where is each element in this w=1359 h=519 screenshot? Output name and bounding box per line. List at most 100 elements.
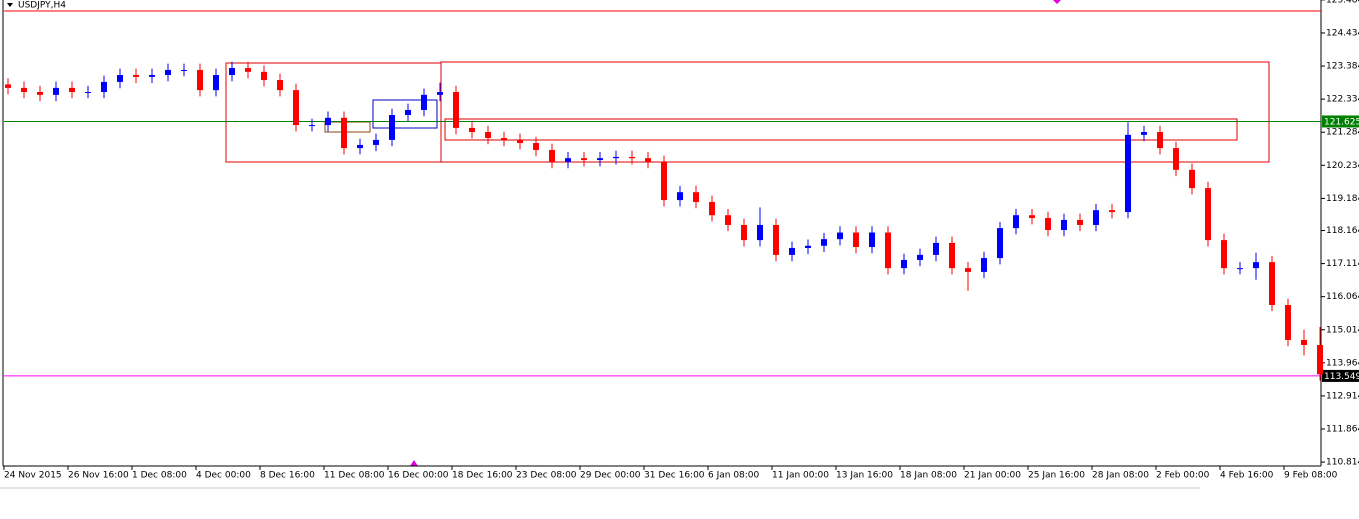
candle-body <box>1205 188 1211 241</box>
candle-body <box>757 224 763 241</box>
candle-body <box>965 268 971 272</box>
candle-body <box>293 90 299 126</box>
y-tick-label: 125.484 <box>1326 0 1359 5</box>
candle-body <box>149 74 155 77</box>
zone-box <box>324 121 371 133</box>
candle-body <box>837 232 843 240</box>
y-tick-label: 117.114 <box>1326 259 1359 269</box>
candle-body <box>949 242 955 269</box>
candle-body <box>1285 304 1291 340</box>
candle-body <box>725 215 731 225</box>
candle-body <box>469 127 475 133</box>
candle-body <box>1109 210 1115 213</box>
candle-body <box>1301 339 1307 346</box>
x-tick-label: 4 Feb 16:00 <box>1220 471 1274 481</box>
candle-body <box>645 158 651 162</box>
candle-body <box>933 242 939 255</box>
y-tick-label: 111.864 <box>1326 425 1359 435</box>
candle-body <box>1125 134 1131 213</box>
candle-body <box>421 94 427 110</box>
candle-body <box>453 92 459 128</box>
candle-body <box>693 192 699 202</box>
y-tick-label: 121.284 <box>1326 128 1359 138</box>
x-tick-label: 31 Dec 16:00 <box>644 471 705 481</box>
candle-body <box>629 156 635 159</box>
candle-body <box>853 232 859 248</box>
x-tick-label: 13 Jan 16:00 <box>836 471 893 481</box>
candle-body <box>501 138 507 140</box>
candle-body <box>597 158 603 161</box>
candle-body <box>437 92 443 95</box>
y-tick-label: 118.164 <box>1326 226 1359 236</box>
x-tick-label: 18 Dec 16:00 <box>452 471 513 481</box>
candle-body <box>69 87 75 93</box>
candle-body <box>869 232 875 248</box>
candle-body <box>1045 218 1051 231</box>
x-tick-label: 6 Jan 08:00 <box>708 471 760 481</box>
candle-body <box>37 92 43 95</box>
candle-body <box>165 69 171 75</box>
candle-body <box>85 92 91 94</box>
candle-body <box>1093 210 1099 225</box>
candle-body <box>405 109 411 116</box>
candle-body <box>325 117 331 126</box>
x-tick-label: 25 Jan 16:00 <box>1028 471 1085 481</box>
candle-body <box>1317 345 1323 375</box>
y-tick-label: 122.334 <box>1326 95 1359 105</box>
x-tick-label: 28 Jan 08:00 <box>1092 471 1149 481</box>
candle-body <box>213 74 219 91</box>
candle-body <box>1157 132 1163 149</box>
price-tag <box>1322 115 1359 128</box>
candle-body <box>117 74 123 82</box>
candle-body <box>181 69 187 71</box>
x-tick-label: 26 Nov 16:00 <box>68 471 129 481</box>
zone-box <box>444 118 1238 141</box>
y-tick-label: 112.914 <box>1326 391 1359 401</box>
y-tick-label: 124.434 <box>1326 28 1359 38</box>
marker <box>410 460 418 466</box>
candle-body <box>517 139 523 144</box>
candle-body <box>229 68 235 75</box>
candle-body <box>821 239 827 246</box>
y-tick-label: 120.234 <box>1326 161 1359 171</box>
x-tick-label: 11 Dec 08:00 <box>324 471 385 481</box>
candle-body <box>1253 262 1259 269</box>
candle-body <box>885 232 891 269</box>
candle-body <box>549 149 555 162</box>
candle-body <box>805 245 811 248</box>
candle-body <box>1237 268 1243 270</box>
x-tick-label: 9 Feb 08:00 <box>1284 471 1338 481</box>
y-tick-label: 119.184 <box>1326 194 1359 204</box>
x-tick-label: 1 Dec 08:00 <box>132 471 187 481</box>
y-tick-label: 113.964 <box>1326 358 1359 368</box>
candle-body <box>677 192 683 201</box>
drawings <box>225 0 1270 466</box>
candle-body <box>917 254 923 260</box>
candle-body <box>981 258 987 272</box>
candle-body <box>901 259 907 269</box>
candle-body <box>789 247 795 255</box>
candle-body <box>277 80 283 91</box>
candle-body <box>533 143 539 150</box>
x-tick-label: 18 Jan 08:00 <box>900 471 957 481</box>
x-tick-label: 8 Dec 16:00 <box>260 471 315 481</box>
candle-body <box>485 132 491 139</box>
candle-body <box>661 161 667 201</box>
y-tick-label: 110.814 <box>1326 458 1359 468</box>
zone-box <box>372 99 438 129</box>
candle-body <box>1189 169 1195 189</box>
candle-body <box>1029 215 1035 219</box>
price-tag-label: 113.549 <box>1324 372 1359 382</box>
candle-body <box>709 201 715 216</box>
candle-body <box>1013 215 1019 229</box>
candle-body <box>21 87 27 93</box>
candle-body <box>101 81 107 93</box>
candle-body <box>245 68 251 72</box>
candle-body <box>997 228 1003 259</box>
x-tick-label: 11 Jan 00:00 <box>772 471 829 481</box>
chart-title: USDJPY,H4 <box>18 1 66 11</box>
x-tick-label: 29 Dec 00:00 <box>580 471 641 481</box>
candle-body <box>1173 148 1179 170</box>
candle-body <box>261 71 267 81</box>
